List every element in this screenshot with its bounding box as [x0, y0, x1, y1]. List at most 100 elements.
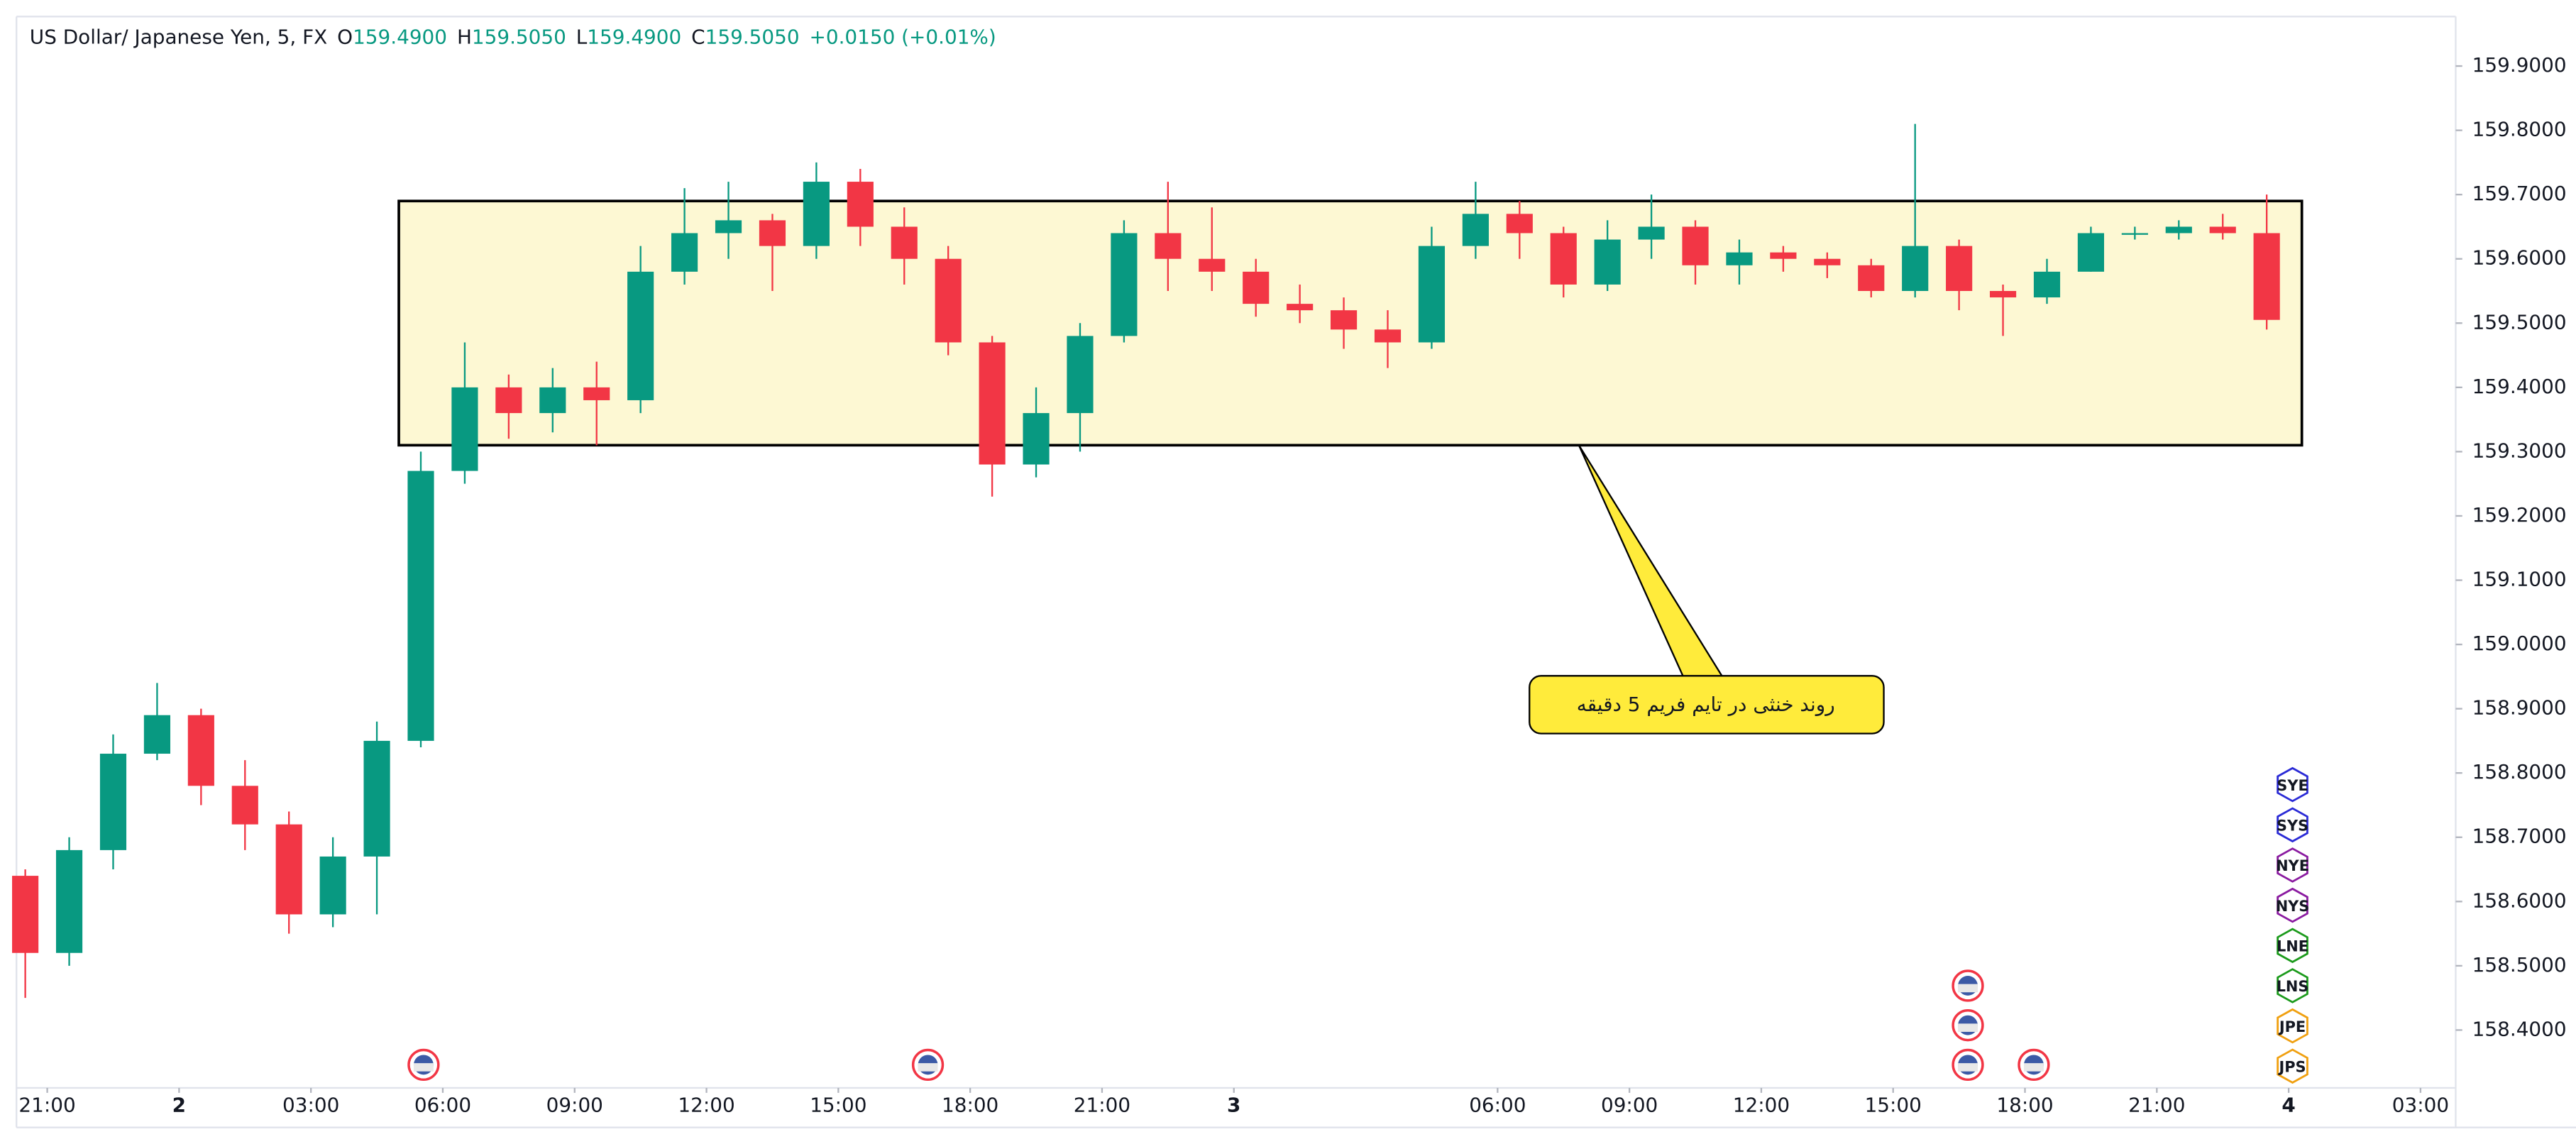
- flag: [1952, 1048, 1984, 1082]
- candle-body: [451, 387, 478, 471]
- candle-body: [583, 387, 610, 400]
- candle-body: [803, 182, 830, 246]
- y-tick-label: 159.6000: [2472, 246, 2567, 270]
- candle-body: [1243, 271, 1270, 304]
- event-label: NYE: [2276, 857, 2309, 874]
- candle-body: [1462, 214, 1489, 246]
- candle-body: [671, 233, 698, 272]
- x-tick-label: 21:00: [18, 1093, 75, 1116]
- event-label: JPE: [2278, 1018, 2306, 1035]
- candle-body: [1946, 246, 1973, 292]
- y-tick-label: 158.5000: [2472, 953, 2567, 977]
- candle-body: [2165, 226, 2192, 233]
- axes: 158.4000 158.5000 158.6000 158.7000 158.8000…: [18, 53, 2566, 1116]
- callout-text: روند خنثی در تایم فریم 5 دقیقه: [1577, 693, 1835, 716]
- open-label: O: [337, 26, 353, 49]
- candle-body: [363, 740, 390, 857]
- y-tick-label: 159.9000: [2472, 53, 2567, 77]
- candle-body: [627, 271, 654, 400]
- event-hexagon: [2277, 928, 2308, 964]
- candle-body: [1989, 291, 2017, 298]
- candle-body: [1594, 239, 1621, 285]
- candle-body: [99, 754, 127, 850]
- candle-body: [847, 182, 874, 227]
- callout-box: [1529, 675, 1885, 735]
- y-tick-label: 158.7000: [2472, 825, 2567, 848]
- candle-body: [187, 715, 214, 786]
- x-tick-label: 2: [172, 1093, 186, 1116]
- x-tick-label: 12:00: [1733, 1093, 1790, 1116]
- event-hexagon: [2277, 807, 2308, 843]
- candle-body: [1155, 233, 1182, 259]
- candle-body: [935, 258, 962, 343]
- event-label: JPS: [2277, 1059, 2306, 1076]
- candle-body: [407, 471, 434, 741]
- candle-body: [55, 849, 83, 953]
- candle-body: [1638, 226, 1665, 240]
- flag: [407, 1048, 440, 1082]
- candle-body: [1111, 233, 1138, 336]
- candle-body: [1682, 226, 1709, 265]
- x-tick-label: 4: [2281, 1093, 2295, 1116]
- candle-body: [539, 387, 566, 414]
- x-tick-label: 21:00: [1074, 1093, 1130, 1116]
- x-tick-label: 18:00: [1996, 1093, 2053, 1116]
- candle-body: [275, 824, 302, 915]
- flag: [1952, 1009, 1984, 1042]
- legend-header: US Dollar/ Japanese Yen, 5, FX O159.4900 H…: [30, 26, 996, 49]
- close-value: 159.5050: [705, 26, 800, 49]
- event-hexagon: [2277, 1048, 2308, 1084]
- event-hexagon: [2277, 968, 2308, 1003]
- event-hexagon: [2277, 847, 2308, 883]
- flag: [911, 1048, 945, 1082]
- close-label: C: [691, 26, 705, 49]
- candle-body: [979, 342, 1006, 465]
- candle-body: [1506, 214, 1533, 233]
- open-value: 159.4900: [353, 26, 447, 49]
- x-tick-label: 09:00: [546, 1093, 603, 1116]
- candle-body: [1023, 413, 1050, 465]
- candle-body: [1770, 252, 1797, 259]
- candles: [12, 123, 2280, 999]
- y-tick-label: 159.3000: [2472, 439, 2567, 462]
- event-label: SYS: [2277, 818, 2308, 835]
- candle-body: [891, 226, 918, 259]
- candle-body: [1418, 246, 1446, 343]
- event-label: LNS: [2277, 978, 2309, 995]
- candle-body: [1902, 246, 1929, 292]
- high-value: 159.5050: [472, 26, 566, 49]
- x-tick-label: 15:00: [1865, 1093, 1922, 1116]
- x-tick-label: 3: [1227, 1093, 1240, 1116]
- symbol: US Dollar/ Japanese Yen, 5, FX: [30, 26, 327, 49]
- candle-body: [1287, 304, 1314, 311]
- y-tick-label: 159.1000: [2472, 568, 2567, 591]
- x-tick-label: 06:00: [414, 1093, 471, 1116]
- y-tick-label: 159.2000: [2472, 503, 2567, 527]
- candle-body: [2077, 233, 2105, 272]
- x-tick-label: 12:00: [678, 1093, 734, 1116]
- x-tick-label: 15:00: [810, 1093, 866, 1116]
- candle-body: [495, 387, 522, 414]
- candle-body: [143, 715, 170, 754]
- y-tick-label: 159.5000: [2472, 310, 2567, 334]
- session-events: SYE SYS NYE NYS LNE LNS JPE JPS: [2276, 766, 2309, 1084]
- candle-body: [1330, 310, 1358, 330]
- y-tick-label: 159.7000: [2472, 182, 2567, 205]
- y-tick-label: 158.8000: [2472, 760, 2567, 783]
- y-tick-label: 159.0000: [2472, 632, 2567, 655]
- candle-body: [715, 220, 742, 233]
- y-tick-label: 158.6000: [2472, 889, 2567, 912]
- low-label: L: [576, 26, 588, 49]
- candle-body: [2209, 226, 2236, 233]
- candle-body: [759, 220, 786, 246]
- candle-body: [1814, 258, 1841, 265]
- event-label: SYE: [2277, 777, 2308, 794]
- x-tick-label: 09:00: [1601, 1093, 1658, 1116]
- candle-body: [1726, 252, 1753, 265]
- candle-body: [2253, 233, 2280, 320]
- x-tick-label: 03:00: [2392, 1093, 2449, 1116]
- y-tick-label: 158.9000: [2472, 696, 2567, 720]
- y-tick-label: 159.4000: [2472, 375, 2567, 398]
- x-tick-label: 03:00: [282, 1093, 339, 1116]
